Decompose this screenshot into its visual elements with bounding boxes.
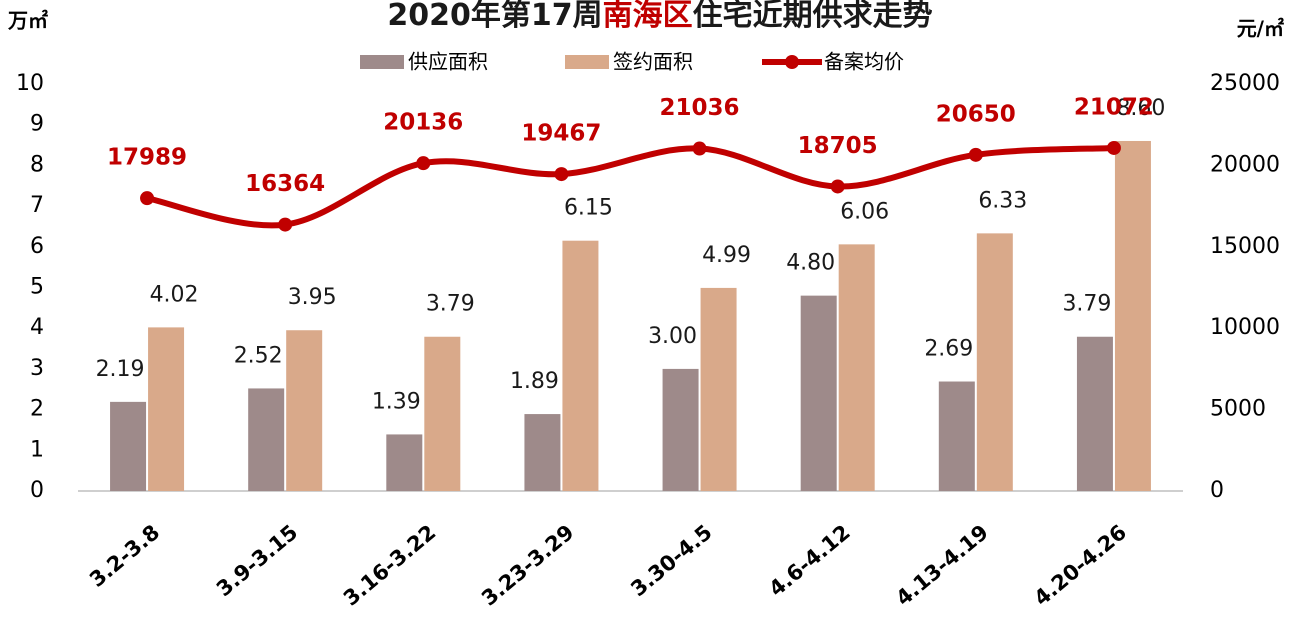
x-tick-label: 4.6-4.12	[764, 520, 854, 601]
y-tick-label: 6	[30, 234, 44, 259]
price-value-label: 21072	[1074, 94, 1154, 120]
chart-title: 2020年第17周南海区住宅近期供求走势	[387, 0, 932, 33]
y-tick-label: 1	[30, 437, 44, 462]
y-tick-label: 8	[30, 152, 44, 177]
bar	[1076, 336, 1113, 491]
price-value-label: 18705	[798, 133, 878, 159]
bar	[700, 287, 737, 491]
bar	[248, 388, 285, 491]
bar	[386, 434, 423, 491]
bar-value-label: 8.60	[1116, 96, 1165, 121]
price-point	[968, 147, 983, 162]
y-tick-label: 7	[30, 193, 44, 218]
price-point	[554, 167, 569, 182]
x-tick-label: 4.20-4.26	[1030, 520, 1131, 611]
bar-value-label: 4.02	[150, 282, 199, 307]
price-point	[1106, 140, 1121, 155]
price-line	[146, 144, 1115, 229]
bar-value-label: 3.79	[426, 292, 475, 317]
bar-value-label: 2.19	[96, 357, 145, 382]
x-tick-label: 3.30-4.5	[626, 520, 716, 601]
y-tick-label: 3	[30, 356, 44, 381]
legend-label: 签约面积	[613, 50, 693, 74]
title-part: 2020年第17周	[387, 0, 602, 33]
bar-value-label: 3.95	[288, 285, 337, 310]
bar	[662, 368, 699, 491]
y2-tick-label: 25000	[1210, 71, 1280, 96]
y-tick-label: 4	[30, 315, 44, 340]
legend-swatch	[360, 55, 404, 69]
bar	[562, 240, 599, 491]
bar-value-label: 6.33	[978, 188, 1027, 213]
y-axis-label: 万㎡	[7, 9, 48, 33]
y2-tick-label: 20000	[1210, 152, 1280, 177]
y-tick-label: 9	[30, 112, 44, 137]
y-tick-label: 0	[30, 478, 44, 503]
bar-value-label: 6.15	[564, 196, 613, 221]
bar	[838, 244, 875, 491]
y-tick-label: 2	[30, 397, 44, 422]
price-point	[140, 191, 155, 206]
bar	[148, 327, 185, 491]
y-tick-label: 5	[30, 275, 44, 300]
bar	[424, 336, 461, 491]
bar-value-label: 2.69	[924, 337, 973, 362]
y2-tick-label: 5000	[1210, 397, 1266, 422]
price-point	[278, 217, 293, 232]
legend-swatch	[565, 55, 609, 69]
title-part: 住宅近期供求走势	[693, 0, 933, 33]
x-tick-label: 3.16-3.22	[339, 520, 440, 611]
x-tick-label: 4.13-4.19	[891, 520, 992, 611]
y2-tick-label: 0	[1210, 478, 1224, 503]
x-tick-label: 3.9-3.15	[212, 520, 302, 601]
bar-value-label: 4.99	[702, 243, 751, 268]
price-point	[416, 156, 431, 171]
x-tick-label: 3.23-3.29	[477, 520, 578, 611]
y2-axis-label: 元/㎡	[1237, 17, 1284, 41]
price-value-label: 19467	[521, 121, 601, 147]
bar	[110, 401, 147, 491]
y2-tick-label: 10000	[1210, 315, 1280, 340]
price-value-label: 16364	[245, 171, 325, 197]
bar-value-label: 1.89	[510, 369, 559, 394]
bar	[1114, 140, 1151, 492]
y2-tick-label: 15000	[1210, 234, 1280, 259]
bar-value-label: 1.39	[372, 389, 421, 414]
bar	[286, 330, 323, 491]
price-point	[692, 141, 707, 156]
bar-value-label: 4.80	[786, 251, 835, 276]
price-point	[830, 179, 845, 194]
legend-label: 供应面积	[408, 50, 488, 74]
title-part: 南海区	[603, 0, 693, 33]
bar	[800, 295, 837, 491]
bar	[524, 414, 561, 491]
price-value-label: 17989	[107, 145, 187, 171]
bar-value-label: 2.52	[234, 343, 283, 368]
price-value-label: 21036	[660, 95, 740, 121]
legend-swatch	[785, 55, 799, 69]
price-value-label: 20136	[383, 110, 463, 136]
y-tick-label: 10	[16, 71, 44, 96]
legend-label: 备案均价	[824, 50, 904, 74]
bar-value-label: 3.00	[648, 324, 697, 349]
bar	[938, 381, 975, 491]
price-value-label: 20650	[936, 101, 1016, 127]
bar	[976, 233, 1013, 491]
x-tick-label: 3.2-3.8	[85, 520, 164, 592]
bar-value-label: 6.06	[840, 199, 889, 224]
bar-value-label: 3.79	[1062, 292, 1111, 317]
